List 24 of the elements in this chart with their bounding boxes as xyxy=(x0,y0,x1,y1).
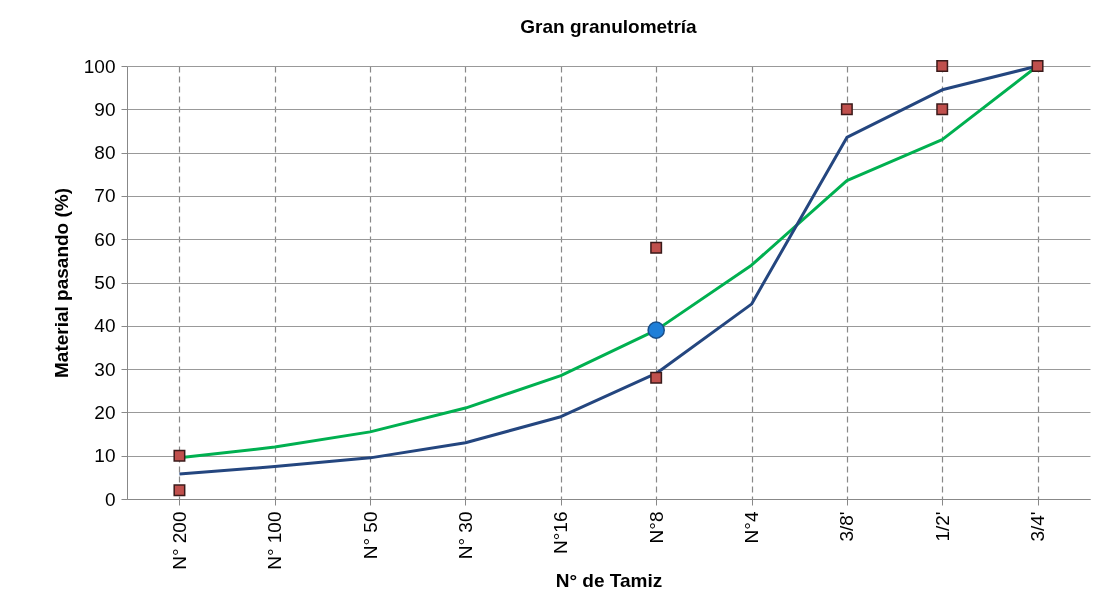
x-tick-label: N°16 xyxy=(550,511,572,554)
y-tick-label: 90 xyxy=(94,98,116,120)
x-tick-label: N°8 xyxy=(645,511,667,544)
y-tick-label: 100 xyxy=(83,55,116,77)
x-tick-label: 1/2' xyxy=(931,511,953,542)
chart-title: Gran granulometría xyxy=(520,16,698,37)
x-tick-label: N° 30 xyxy=(454,511,476,560)
y-tick-label: 70 xyxy=(94,185,116,207)
x-tick-label: N° 200 xyxy=(168,511,190,570)
y-axis-title: Material pasando (%) xyxy=(50,187,72,379)
y-tick-label: 80 xyxy=(94,142,116,164)
y-tick-label: 10 xyxy=(94,445,116,467)
y-tick-label: 30 xyxy=(94,358,116,380)
x-tick-label: 3/4' xyxy=(1027,511,1049,542)
x-axis-title: N° de Tamiz xyxy=(555,569,663,591)
y-tick-label: 0 xyxy=(104,488,116,510)
y-tick-label: 60 xyxy=(94,228,116,250)
x-tick-label: N° 50 xyxy=(359,511,381,560)
x-tick-label: N°4 xyxy=(741,511,763,544)
y-tick-label: 20 xyxy=(94,401,116,423)
y-tick-label: 40 xyxy=(94,315,116,337)
x-tick-label: 3/8' xyxy=(836,511,858,542)
x-tick-label: N° 100 xyxy=(264,511,286,570)
y-tick-label: 50 xyxy=(94,272,116,293)
